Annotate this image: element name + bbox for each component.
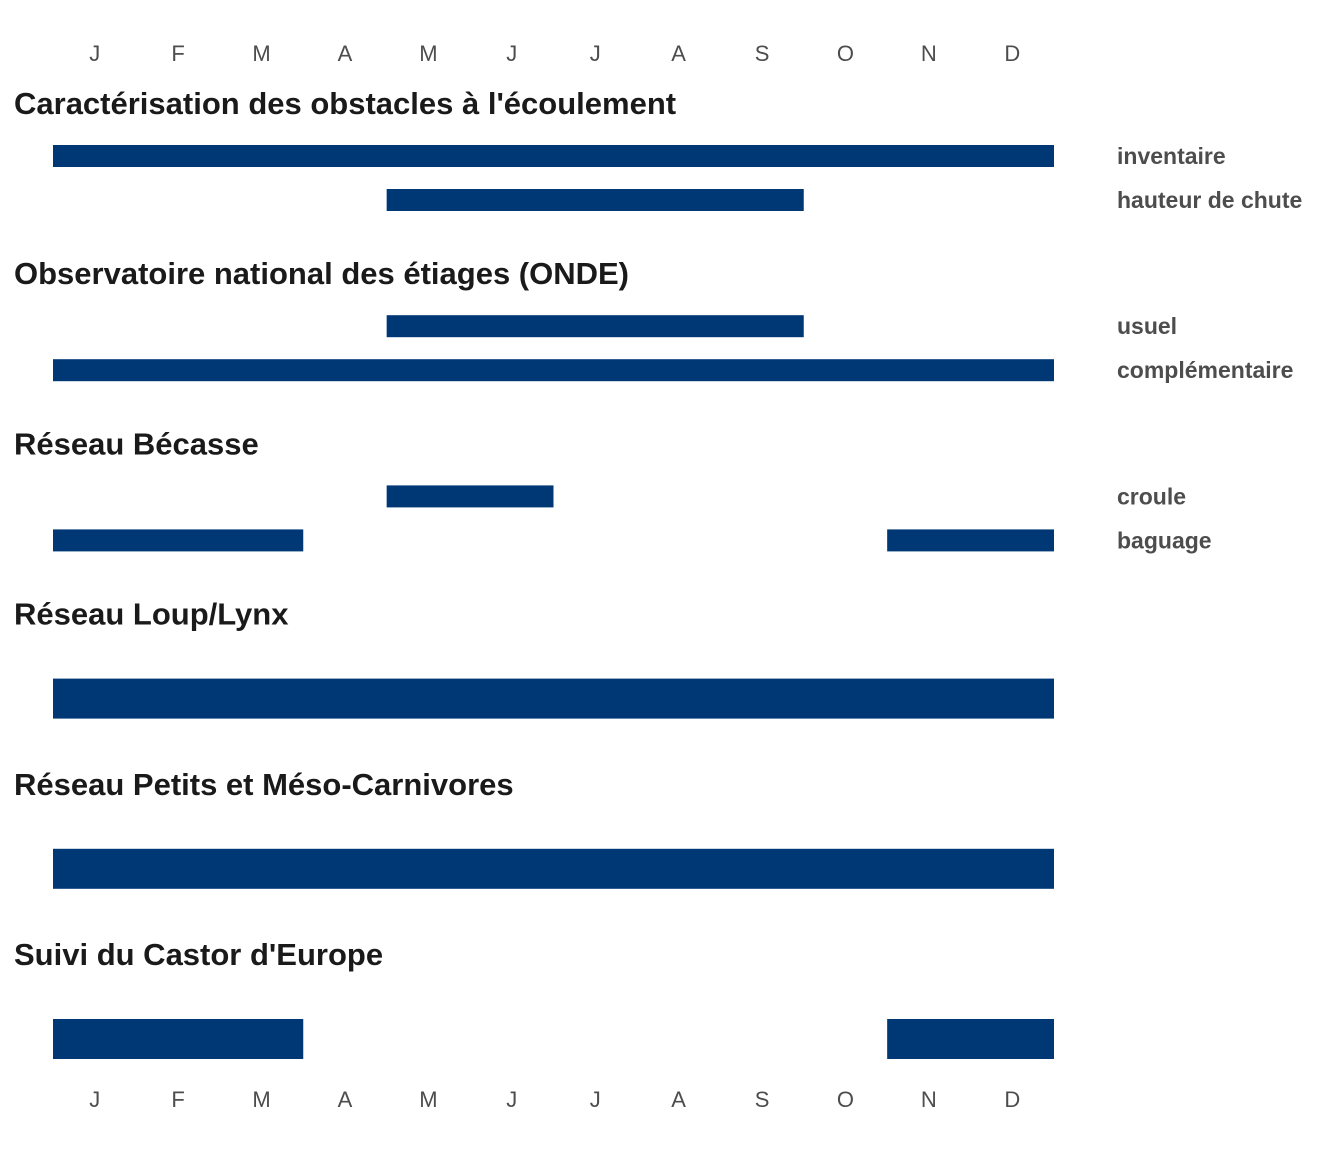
group-title: Caractérisation des obstacles à l'écoule… — [14, 86, 676, 121]
bottom-month-label: M — [419, 1087, 437, 1112]
chart-group: Caractérisation des obstacles à l'écoule… — [14, 86, 1302, 213]
period-bar — [53, 1019, 304, 1059]
top-month-label: S — [755, 41, 770, 66]
top-month-label: N — [921, 41, 937, 66]
group-title: Réseau Loup/Lynx — [14, 597, 289, 632]
row-label: hauteur de chute — [1117, 187, 1302, 213]
bottom-month-label: N — [921, 1087, 937, 1112]
top-month-label: A — [671, 41, 686, 66]
period-bar — [386, 315, 804, 338]
bottom-month-label: F — [171, 1087, 184, 1112]
period-bar — [53, 848, 1054, 889]
top-month-label: D — [1004, 41, 1020, 66]
top-month-label: J — [590, 41, 601, 66]
row-label: complémentaire — [1117, 357, 1293, 383]
top-month-label: A — [338, 41, 353, 66]
group-title: Suivi du Castor d'Europe — [14, 937, 383, 972]
chart-group: Réseau Bécasse croule baguage — [14, 426, 1212, 553]
chart-group: Réseau Loup/Lynx — [14, 597, 1054, 719]
row-label: inventaire — [1117, 143, 1226, 169]
period-bar — [53, 145, 1054, 167]
bottom-month-label: J — [89, 1087, 100, 1112]
bottom-month-label: A — [671, 1087, 686, 1112]
group-title: Observatoire national des étiages (ONDE) — [14, 256, 629, 291]
top-month-label: J — [506, 41, 517, 66]
top-month-label: O — [837, 41, 854, 66]
bottom-month-label: O — [837, 1087, 854, 1112]
period-bar — [386, 485, 554, 508]
period-bar — [386, 189, 804, 211]
period-bar — [887, 1019, 1054, 1059]
row-label: usuel — [1117, 313, 1177, 339]
bottom-month-label: M — [252, 1087, 270, 1112]
period-bar — [53, 359, 1054, 382]
group-title: Réseau Petits et Méso-Carnivores — [14, 767, 514, 802]
chart-group: Observatoire national des étiages (ONDE)… — [14, 256, 1293, 383]
top-month-label: M — [419, 41, 437, 66]
top-month-label: J — [89, 41, 100, 66]
chart-group: Suivi du Castor d'Europe — [14, 937, 1054, 1059]
bottom-month-label: A — [338, 1087, 353, 1112]
group-title: Réseau Bécasse — [14, 426, 259, 461]
top-month-label: M — [252, 41, 270, 66]
period-bar — [887, 529, 1054, 552]
period-bar — [53, 529, 304, 552]
row-label: croule — [1117, 483, 1186, 509]
period-bar — [53, 678, 1054, 719]
bottom-month-label: J — [590, 1087, 601, 1112]
bottom-month-label: J — [506, 1087, 517, 1112]
top-month-label: F — [171, 41, 184, 66]
chart-groups: Caractérisation des obstacles à l'écoule… — [14, 86, 1302, 1059]
row-label: baguage — [1117, 527, 1212, 553]
bottom-month-label: D — [1004, 1087, 1020, 1112]
chart-group: Réseau Petits et Méso-Carnivores — [14, 767, 1054, 889]
bottom-month-label: S — [755, 1087, 770, 1112]
